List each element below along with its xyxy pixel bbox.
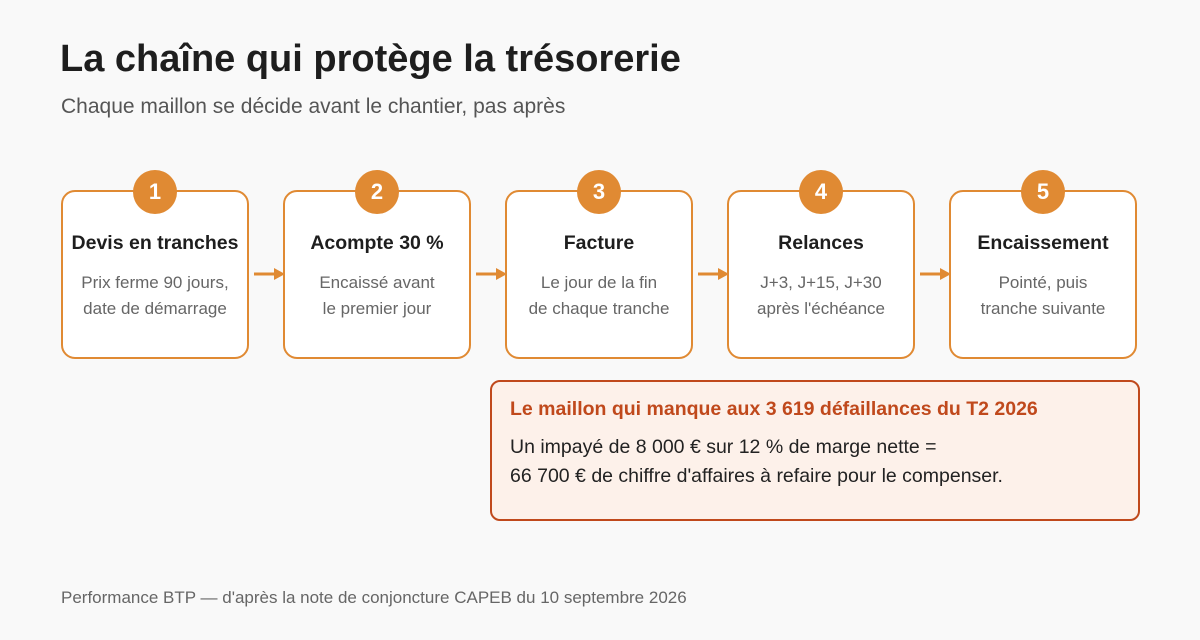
step-card-5: 5 Encaissement Pointé, puis tranche suiv… [949,170,1137,359]
step-title: Devis en tranches [71,232,239,254]
step-description: J+3, J+15, J+30 après l'échéance [735,270,907,322]
step-number-badge: 1 [133,170,177,214]
step-card-1: 1 Devis en tranches Prix ferme 90 jours,… [61,170,249,359]
arrow-right-icon [254,268,285,280]
page-subtitle: Chaque maillon se décide avant le chanti… [61,95,566,118]
step-description-line: Encaissé avant [319,273,435,292]
step-description: Encaissé avant le premier jour [291,270,463,322]
step-title: Relances [778,232,864,254]
callout-body: Un impayé de 8 000 € sur 12 % de marge n… [510,433,1003,491]
arrow-right-icon [476,268,507,280]
callout-title: Le maillon qui manque aux 3 619 défailla… [510,398,1038,420]
step-title: Encaissement [977,232,1109,254]
page-title: La chaîne qui protège la trésorerie [60,38,681,80]
missing-link-callout: Le maillon qui manque aux 3 619 défailla… [490,380,1140,521]
step-description-line: de chaque tranche [528,299,670,318]
step-number-badge: 5 [1021,170,1065,214]
step-description-line: Prix ferme 90 jours, [81,273,229,292]
step-description: Le jour de la fin de chaque tranche [513,270,685,322]
step-description: Prix ferme 90 jours, date de démarrage [69,270,241,322]
step-card-3: 3 Facture Le jour de la fin de chaque tr… [505,170,693,359]
arrow-right-icon [920,268,951,280]
step-description-line: tranche suivante [980,299,1106,318]
step-number-badge: 4 [799,170,843,214]
step-description-line: date de démarrage [83,299,227,318]
step-number-badge: 2 [355,170,399,214]
callout-line: Un impayé de 8 000 € sur 12 % de marge n… [510,436,937,458]
step-description: Pointé, puis tranche suivante [957,270,1129,322]
step-title: Facture [563,232,635,254]
step-card-2: 2 Acompte 30 % Encaissé avant le premier… [283,170,471,359]
step-title: Acompte 30 % [310,232,444,254]
step-card-4: 4 Relances J+3, J+15, J+30 après l'échéa… [727,170,915,359]
step-description-line: Pointé, puis [998,273,1088,292]
step-description-line: après l'échéance [757,299,885,318]
step-description-line: J+3, J+15, J+30 [760,273,882,292]
callout-line: 66 700 € de chiffre d'affaires à refaire… [510,465,1003,487]
step-description-line: le premier jour [322,299,432,318]
step-number-badge: 3 [577,170,621,214]
step-description-line: Le jour de la fin [540,273,658,292]
arrow-right-icon [698,268,729,280]
source-footer: Performance BTP — d'après la note de con… [61,588,687,607]
